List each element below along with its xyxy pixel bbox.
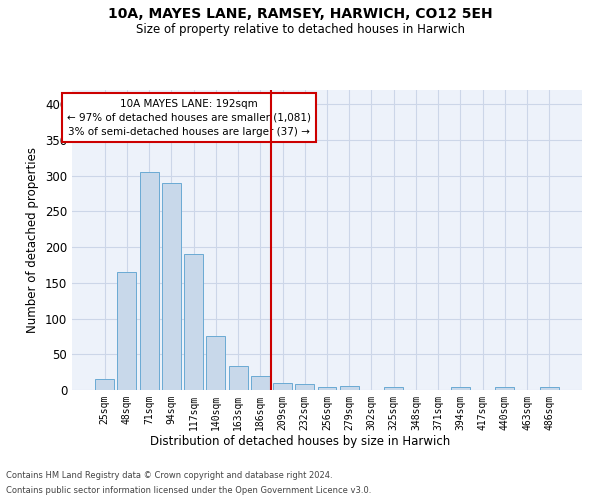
Text: Contains public sector information licensed under the Open Government Licence v3: Contains public sector information licen… — [6, 486, 371, 495]
Text: Distribution of detached houses by size in Harwich: Distribution of detached houses by size … — [150, 435, 450, 448]
Bar — [184, 254, 203, 390]
Bar — [540, 387, 559, 390]
Bar — [162, 183, 181, 390]
Bar — [251, 376, 270, 390]
Bar — [273, 383, 292, 390]
Bar — [229, 366, 248, 390]
Bar — [496, 387, 514, 390]
Text: 10A, MAYES LANE, RAMSEY, HARWICH, CO12 5EH: 10A, MAYES LANE, RAMSEY, HARWICH, CO12 5… — [107, 8, 493, 22]
Bar — [317, 387, 337, 390]
Bar — [295, 384, 314, 390]
Bar — [384, 387, 403, 390]
Bar — [118, 272, 136, 390]
Bar — [340, 386, 359, 390]
Text: Contains HM Land Registry data © Crown copyright and database right 2024.: Contains HM Land Registry data © Crown c… — [6, 471, 332, 480]
Bar — [206, 336, 225, 390]
Text: Size of property relative to detached houses in Harwich: Size of property relative to detached ho… — [136, 22, 464, 36]
Y-axis label: Number of detached properties: Number of detached properties — [26, 147, 40, 333]
Bar — [95, 380, 114, 390]
Bar — [451, 387, 470, 390]
Bar — [140, 172, 158, 390]
Text: 10A MAYES LANE: 192sqm
← 97% of detached houses are smaller (1,081)
3% of semi-d: 10A MAYES LANE: 192sqm ← 97% of detached… — [67, 98, 311, 136]
